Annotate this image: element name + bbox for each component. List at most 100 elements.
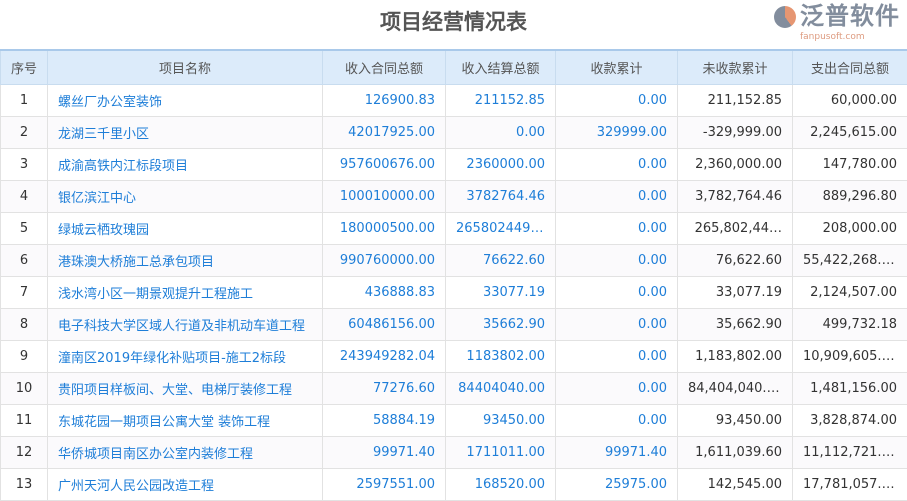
project-name-link[interactable]: 银亿滨江中心 (48, 181, 323, 213)
expense-contract-value: 208,000.00 (793, 213, 907, 245)
income-settlement-link[interactable]: 35662.90 (446, 309, 556, 341)
project-name-link[interactable]: 东城花园一期项目公寓大堂 装饰工程 (48, 405, 323, 437)
project-name-link[interactable]: 龙湖三千里小区 (48, 117, 323, 149)
row-index: 11 (1, 405, 48, 437)
watermark-url: fanpusoft.com (800, 32, 865, 43)
expense-contract-value: 889,296.80 (793, 181, 907, 213)
unreceived-value: 33,077.19 (678, 277, 793, 309)
project-name-link[interactable]: 广州天河人民公园改造工程 (48, 469, 323, 501)
income-settlement-link[interactable]: 76622.60 (446, 245, 556, 277)
received-link[interactable]: 0.00 (556, 405, 678, 437)
project-name-link[interactable]: 螺丝厂办公室装饰 (48, 85, 323, 117)
expense-contract-value: 1,481,156.00 (793, 373, 907, 405)
project-name-link[interactable]: 浅水湾小区一期景观提升工程施工 (48, 277, 323, 309)
expense-contract-value: 55,422,268.21 (793, 245, 907, 277)
col-header-project-name[interactable]: 项目名称 (48, 50, 323, 85)
col-header-index[interactable]: 序号 (1, 50, 48, 85)
col-header-expense-contract[interactable]: 支出合同总额 (793, 50, 907, 85)
project-name-link[interactable]: 电子科技大学区域人行道及非机动车道工程 (48, 309, 323, 341)
income-settlement-link[interactable]: 265802449.96 (446, 213, 556, 245)
received-link[interactable]: 0.00 (556, 213, 678, 245)
income-contract-link[interactable]: 957600676.00 (323, 149, 446, 181)
received-link[interactable]: 0.00 (556, 309, 678, 341)
expense-contract-value: 17,781,057.00 (793, 469, 907, 501)
income-settlement-link[interactable]: 93450.00 (446, 405, 556, 437)
unreceived-value: -329,999.00 (678, 117, 793, 149)
received-link[interactable]: 99971.40 (556, 437, 678, 469)
col-header-received[interactable]: 收款累计 (556, 50, 678, 85)
unreceived-value: 1,183,802.00 (678, 341, 793, 373)
income-settlement-link[interactable]: 33077.19 (446, 277, 556, 309)
row-index: 4 (1, 181, 48, 213)
income-contract-link[interactable]: 126900.83 (323, 85, 446, 117)
received-link[interactable]: 0.00 (556, 341, 678, 373)
income-contract-link[interactable]: 990760000.00 (323, 245, 446, 277)
row-index: 5 (1, 213, 48, 245)
project-table: 序号 项目名称 收入合同总额 收入结算总额 收款累计 未收款累计 支出合同总额 … (0, 49, 907, 501)
received-link[interactable]: 0.00 (556, 85, 678, 117)
income-contract-link[interactable]: 58884.19 (323, 405, 446, 437)
col-header-income-contract[interactable]: 收入合同总额 (323, 50, 446, 85)
project-name-link[interactable]: 绿城云栖玫瑰园 (48, 213, 323, 245)
income-settlement-link[interactable]: 0.00 (446, 117, 556, 149)
expense-contract-value: 11,112,721.00 (793, 437, 907, 469)
unreceived-value: 211,152.85 (678, 85, 793, 117)
income-settlement-link[interactable]: 1183802.00 (446, 341, 556, 373)
received-link[interactable]: 329999.00 (556, 117, 678, 149)
income-contract-link[interactable]: 60486156.00 (323, 309, 446, 341)
row-index: 1 (1, 85, 48, 117)
row-index: 13 (1, 469, 48, 501)
income-contract-link[interactable]: 99971.40 (323, 437, 446, 469)
income-contract-link[interactable]: 436888.83 (323, 277, 446, 309)
unreceived-value: 3,782,764.46 (678, 181, 793, 213)
row-index: 3 (1, 149, 48, 181)
income-settlement-link[interactable]: 168520.00 (446, 469, 556, 501)
project-name-link[interactable]: 华侨城项目南区办公室内装修工程 (48, 437, 323, 469)
income-settlement-link[interactable]: 2360000.00 (446, 149, 556, 181)
table-header-row: 序号 项目名称 收入合同总额 收入结算总额 收款累计 未收款累计 支出合同总额 (1, 50, 907, 85)
income-contract-link[interactable]: 180000500.00 (323, 213, 446, 245)
unreceived-value: 93,450.00 (678, 405, 793, 437)
expense-contract-value: 2,245,615.00 (793, 117, 907, 149)
project-name-link[interactable]: 成渝高铁内江标段项目 (48, 149, 323, 181)
income-settlement-link[interactable]: 1711011.00 (446, 437, 556, 469)
received-link[interactable]: 0.00 (556, 277, 678, 309)
income-settlement-link[interactable]: 211152.85 (446, 85, 556, 117)
expense-contract-value: 60,000.00 (793, 85, 907, 117)
watermark-logo: 泛普软件 fanpusoft.com (770, 0, 906, 47)
income-contract-link[interactable]: 77276.60 (323, 373, 446, 405)
row-index: 10 (1, 373, 48, 405)
received-link[interactable]: 0.00 (556, 245, 678, 277)
expense-contract-value: 499,732.18 (793, 309, 907, 341)
project-name-link[interactable]: 贵阳项目样板间、大堂、电梯厅装修工程 (48, 373, 323, 405)
project-name-link[interactable]: 港珠澳大桥施工总承包项目 (48, 245, 323, 277)
row-index: 12 (1, 437, 48, 469)
col-header-income-settlement[interactable]: 收入结算总额 (446, 50, 556, 85)
watermark-text: 泛普软件 (800, 2, 900, 30)
unreceived-value: 2,360,000.00 (678, 149, 793, 181)
received-link[interactable]: 0.00 (556, 149, 678, 181)
col-header-unreceived[interactable]: 未收款累计 (678, 50, 793, 85)
income-contract-link[interactable]: 100010000.00 (323, 181, 446, 213)
project-name-link[interactable]: 潼南区2019年绿化补贴项目-施工2标段 (48, 341, 323, 373)
income-contract-link[interactable]: 2597551.00 (323, 469, 446, 501)
income-contract-link[interactable]: 42017925.00 (323, 117, 446, 149)
received-link[interactable]: 25975.00 (556, 469, 678, 501)
received-link[interactable]: 0.00 (556, 373, 678, 405)
income-settlement-link[interactable]: 84404040.00 (446, 373, 556, 405)
income-settlement-link[interactable]: 3782764.46 (446, 181, 556, 213)
received-link[interactable]: 0.00 (556, 181, 678, 213)
income-contract-link[interactable]: 243949282.04 (323, 341, 446, 373)
unreceived-value: 265,802,44… (678, 213, 793, 245)
